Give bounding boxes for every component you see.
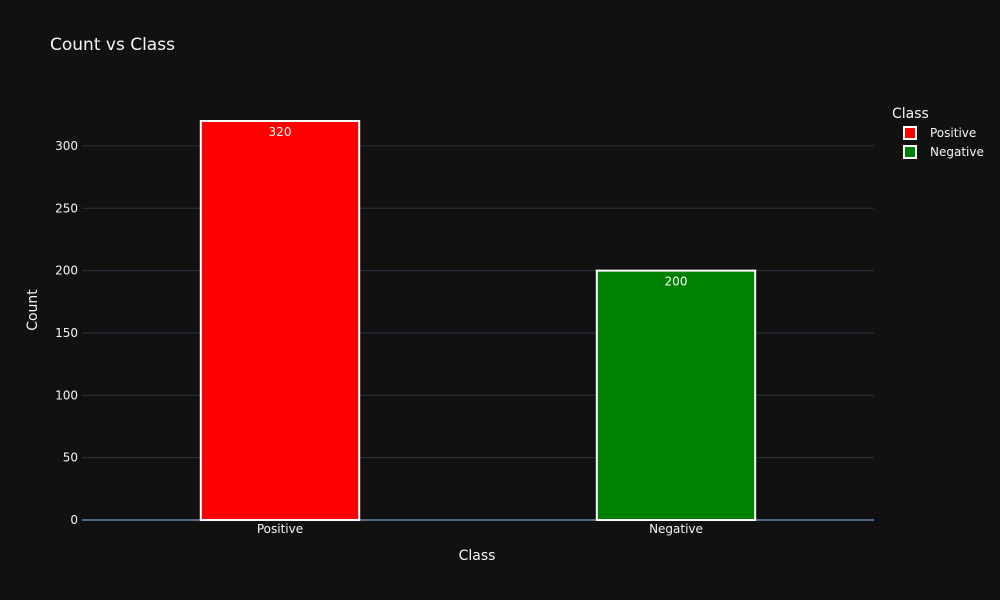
data-label-positive: 320 [269,125,292,139]
legend-label: Positive [930,126,976,140]
y-tick-label: 300 [55,139,78,153]
x-axis-label: Class [459,548,496,564]
y-tick-label: 50 [63,451,78,465]
y-tick-label: 0 [70,513,78,527]
y-tick-label: 200 [55,264,78,278]
bars [199,119,757,522]
x-tick-label: Positive [257,522,303,536]
x-axis-ticks: Positive Negative [257,522,703,536]
chart-title: Count vs Class [50,35,175,55]
bar-negative [595,269,757,521]
legend-label: Negative [930,145,984,159]
legend-entries: Positive Negative [903,126,984,159]
y-tick-label: 250 [55,201,78,215]
legend-item-negative[interactable]: Negative [903,145,984,159]
x-tick-label: Negative [649,522,703,536]
bar-positive [199,119,361,522]
legend-title: Class [892,106,929,122]
y-axis-ticks: 0 50 100 150 200 250 300 [55,139,78,527]
data-label-negative: 200 [665,275,688,289]
data-labels: 320 200 [269,125,688,289]
y-axis-label: Count [25,289,41,331]
legend-swatch [903,145,917,159]
legend-swatch [903,126,917,140]
legend-item-positive[interactable]: Positive [903,126,976,140]
y-tick-label: 150 [55,326,78,340]
legend: Class Positive Negative [892,106,984,159]
y-tick-label: 100 [55,388,78,402]
